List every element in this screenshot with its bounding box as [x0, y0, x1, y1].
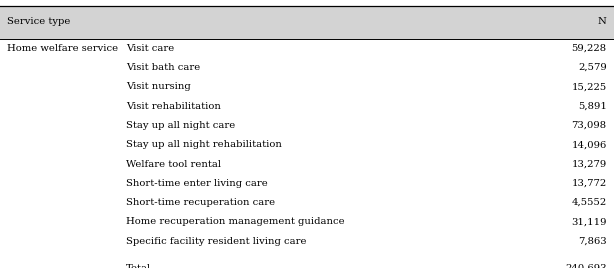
Text: 59,228: 59,228 [572, 44, 607, 53]
Text: Specific facility resident living care: Specific facility resident living care [126, 237, 306, 246]
Text: Visit nursing: Visit nursing [126, 82, 190, 91]
Text: 2,579: 2,579 [578, 63, 607, 72]
Text: 73,098: 73,098 [572, 121, 607, 130]
Text: 5,891: 5,891 [578, 102, 607, 111]
Text: Stay up all night care: Stay up all night care [126, 121, 235, 130]
Text: 7,863: 7,863 [578, 237, 607, 246]
Text: N: N [598, 17, 607, 26]
Text: 13,279: 13,279 [572, 159, 607, 169]
Text: Visit bath care: Visit bath care [126, 63, 200, 72]
Text: Visit rehabilitation: Visit rehabilitation [126, 102, 221, 111]
Text: Short-time recuperation care: Short-time recuperation care [126, 198, 275, 207]
Text: Home recuperation management guidance: Home recuperation management guidance [126, 217, 344, 226]
Text: Welfare tool rental: Welfare tool rental [126, 159, 221, 169]
Text: 15,225: 15,225 [572, 82, 607, 91]
Bar [0, 6, 614, 39]
Text: Visit care: Visit care [126, 44, 174, 53]
Text: 14,096: 14,096 [572, 140, 607, 149]
Text: 4,5552: 4,5552 [572, 198, 607, 207]
Text: Stay up all night rehabilitation: Stay up all night rehabilitation [126, 140, 282, 149]
Text: Short-time enter living care: Short-time enter living care [126, 179, 268, 188]
Text: 13,772: 13,772 [572, 179, 607, 188]
Text: 31,119: 31,119 [571, 217, 607, 226]
Text: 240,693: 240,693 [565, 264, 607, 268]
Text: Service type: Service type [7, 17, 71, 26]
Text: Total: Total [126, 264, 151, 268]
Text: Home welfare service: Home welfare service [7, 44, 119, 53]
